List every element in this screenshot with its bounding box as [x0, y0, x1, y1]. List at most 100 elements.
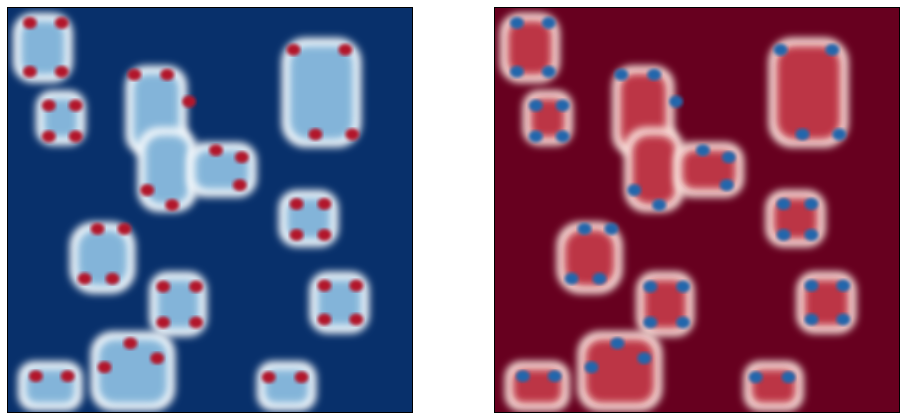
right-corner-spot: [669, 95, 684, 108]
left-field-panel: [7, 7, 413, 413]
left-corner-spot: [165, 199, 180, 211]
right-corner-spot: [676, 316, 691, 329]
left-blob-core: [98, 339, 168, 404]
left-corner-spot: [286, 43, 301, 56]
left-domain-blob: [12, 12, 73, 83]
left-corner-spot: [54, 16, 69, 29]
left-corner-spot: [160, 68, 175, 81]
left-corner-spot: [189, 316, 204, 329]
right-corner-spot: [795, 128, 810, 141]
left-corner-spot: [41, 99, 56, 112]
right-corner-spot: [643, 280, 658, 293]
left-corner-spot: [317, 198, 332, 210]
left-blob-core: [317, 279, 362, 326]
right-domain-blob: [499, 12, 560, 83]
right-corner-spot: [773, 43, 788, 56]
right-corner-spot: [627, 184, 642, 197]
left-corner-spot: [232, 179, 247, 192]
right-corner-spot: [721, 151, 736, 164]
right-blob-core: [682, 150, 736, 190]
left-corner-spot: [289, 228, 304, 241]
left-corner-spot: [77, 272, 92, 285]
right-corner-spot: [577, 222, 592, 235]
right-corner-spot: [547, 370, 562, 383]
left-corner-spot: [28, 370, 43, 383]
right-corner-spot: [584, 361, 599, 374]
right-blob-core: [585, 339, 655, 404]
left-corner-spot: [68, 99, 83, 112]
left-corner-spot: [140, 184, 155, 197]
right-corner-spot: [541, 65, 556, 78]
left-corner-spot: [289, 198, 304, 210]
left-domain-blob: [90, 331, 176, 412]
right-domain-blob: [743, 361, 804, 412]
right-corner-spot: [515, 370, 530, 383]
left-blob-core: [77, 229, 128, 286]
left-corner-spot: [338, 43, 353, 56]
left-corner-spot: [349, 313, 364, 326]
right-blob-core: [644, 279, 687, 329]
left-corner-spot: [22, 65, 37, 78]
right-domain-blob: [504, 361, 570, 412]
right-corner-spot: [528, 99, 543, 112]
right-corner-spot: [832, 128, 847, 141]
right-corner-spot: [637, 352, 652, 365]
left-corner-spot: [234, 151, 249, 164]
left-corner-spot: [294, 371, 309, 384]
left-corner-spot: [156, 280, 171, 293]
right-corner-spot: [804, 313, 819, 326]
right-field-image: [495, 8, 899, 412]
right-domain-blob: [577, 331, 663, 412]
right-corner-spot: [696, 144, 710, 157]
right-corner-spot: [592, 272, 607, 285]
left-blob-core: [157, 279, 200, 329]
left-blob-core: [20, 20, 65, 75]
right-corner-spot: [804, 198, 819, 210]
right-corner-spot: [528, 130, 543, 143]
left-domain-blob: [17, 361, 83, 412]
left-corner-spot: [97, 361, 112, 374]
left-corner-spot: [317, 279, 332, 292]
right-corner-spot: [541, 16, 556, 29]
left-corner-spot: [317, 228, 332, 241]
left-corner-spot: [150, 352, 165, 365]
left-corner-spot: [308, 128, 323, 141]
right-corner-spot: [719, 179, 734, 192]
right-field-panel: [494, 7, 900, 413]
left-corner-spot: [156, 316, 171, 329]
right-corner-spot: [604, 222, 619, 235]
left-domain-blob: [281, 37, 362, 148]
left-corner-spot: [127, 68, 142, 81]
left-corner-spot: [123, 337, 138, 350]
right-corner-spot: [643, 316, 658, 329]
left-corner-spot: [189, 280, 204, 293]
left-corner-spot: [182, 95, 197, 108]
right-corner-spot: [825, 43, 840, 56]
left-domain-blob: [256, 361, 317, 412]
left-corner-spot: [105, 272, 120, 285]
right-blob-core: [632, 135, 677, 205]
left-corner-spot: [54, 65, 69, 78]
left-corner-spot: [317, 313, 332, 326]
right-domain-blob: [768, 37, 849, 148]
left-blob-core: [195, 150, 249, 190]
left-corner-spot: [349, 279, 364, 292]
left-corner-spot: [22, 16, 37, 29]
left-corner-spot: [117, 222, 132, 235]
left-corner-spot: [209, 144, 223, 157]
left-corner-spot: [68, 130, 83, 143]
left-corner-spot: [90, 222, 105, 235]
right-corner-spot: [804, 279, 819, 292]
right-corner-spot: [676, 280, 691, 293]
right-corner-spot: [748, 371, 763, 384]
left-corner-spot: [41, 130, 56, 143]
left-corner-spot: [60, 370, 75, 383]
right-corner-spot: [781, 371, 796, 384]
right-blob-core: [507, 20, 552, 75]
right-corner-spot: [555, 130, 570, 143]
right-corner-spot: [564, 272, 579, 285]
right-corner-spot: [509, 16, 524, 29]
left-blob-core: [145, 135, 190, 205]
right-corner-spot: [776, 228, 791, 241]
right-corner-spot: [614, 68, 629, 81]
